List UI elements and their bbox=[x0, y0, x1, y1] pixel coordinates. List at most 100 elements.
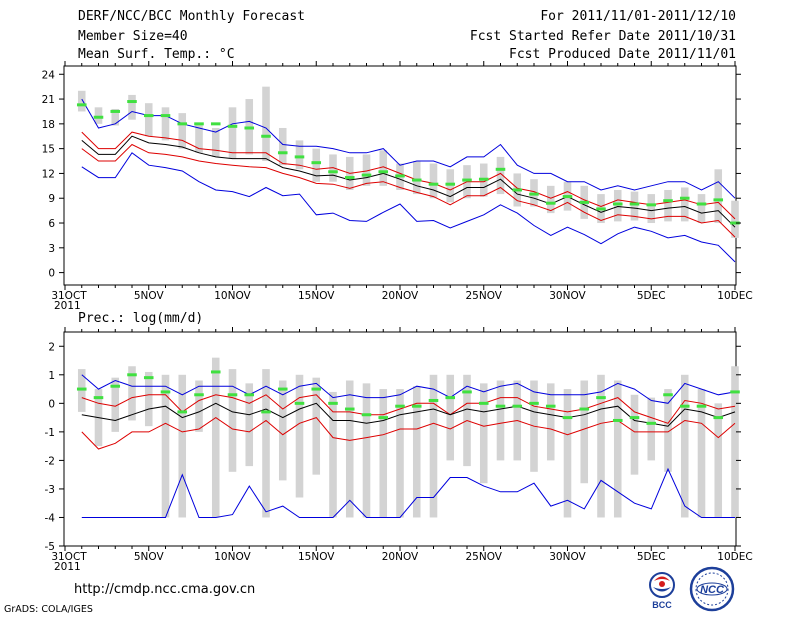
prec-line-ensemble-max bbox=[81, 374, 736, 404]
prec-spread-box bbox=[496, 380, 505, 461]
temp-spread-box bbox=[731, 200, 739, 238]
prec-spread-box bbox=[345, 380, 354, 518]
ncc-logo-text: NCC bbox=[700, 584, 725, 596]
temp-xtick-label: 30NOV bbox=[549, 290, 586, 302]
temp-spread-box bbox=[429, 163, 438, 199]
temp-ytick-label: 18 bbox=[42, 119, 55, 131]
prec-ytick-label: -2 bbox=[45, 455, 55, 467]
prec-spread-box bbox=[680, 374, 689, 518]
temp-spread-box bbox=[412, 161, 421, 195]
temp-xtick-label: 5DEC bbox=[637, 290, 666, 302]
prec-year-label: 2011 bbox=[54, 561, 81, 573]
prec-spread-box bbox=[278, 380, 287, 481]
temp-line-ensemble-mean bbox=[81, 135, 736, 228]
temp-spread-box bbox=[630, 191, 639, 221]
temp-spread-box bbox=[128, 94, 136, 120]
temp-spread-box bbox=[362, 154, 371, 186]
prec-spread-box bbox=[245, 383, 254, 467]
prec-ytick-label: -4 bbox=[45, 512, 56, 524]
prec-spread-box bbox=[178, 374, 187, 518]
temp-spread-box bbox=[714, 169, 723, 224]
fcst-started-date: Fcst Started Refer Date 2011/10/31 bbox=[469, 29, 736, 44]
temp-ytick-label: 0 bbox=[48, 268, 55, 280]
prec-xtick-label: 10NOV bbox=[214, 551, 251, 563]
prec-spread-box bbox=[446, 374, 455, 461]
prec-spread-box bbox=[613, 380, 622, 518]
prec-spread-box bbox=[362, 383, 371, 518]
temp-ytick-label: 3 bbox=[48, 243, 55, 255]
temp-spread-box bbox=[262, 86, 270, 162]
grads-credit: GrADS: COLA/IGES bbox=[4, 604, 93, 615]
prec-spread-box bbox=[379, 389, 388, 518]
chart-title: DERF/NCC/BCC Monthly Forecast bbox=[78, 9, 305, 24]
prec-spread-box bbox=[563, 389, 572, 518]
temp-ytick-label: 9 bbox=[48, 193, 55, 205]
prec-xtick-label: 5DEC bbox=[637, 551, 666, 563]
prec-ytick-label: -3 bbox=[45, 484, 55, 496]
forecast-period: For 2011/11/01-2011/12/10 bbox=[540, 9, 736, 24]
prec-spread-box bbox=[211, 357, 220, 518]
variable-label: Mean Surf. Temp.: °C bbox=[78, 47, 235, 62]
ncc-logo: NCC bbox=[689, 566, 735, 612]
prec-spread-box bbox=[412, 386, 421, 518]
temp-spread-box bbox=[144, 103, 153, 137]
temp-xtick-label: 25NOV bbox=[466, 290, 503, 302]
member-size-label: Member Size=40 bbox=[78, 29, 188, 44]
temp-spread-box bbox=[94, 107, 103, 124]
temp-spread-box bbox=[195, 123, 203, 153]
temp-xtick-label: 5NOV bbox=[134, 290, 165, 302]
temp-xtick-label: 31OCT bbox=[51, 290, 87, 302]
prec-spread-box bbox=[597, 374, 605, 518]
prec-xtick-label: 10DEC bbox=[717, 551, 752, 563]
temp-spread-box bbox=[664, 189, 672, 222]
source-url[interactable]: http://cmdp.ncc.cma.gov.cn bbox=[74, 582, 256, 597]
temp-spread-box bbox=[77, 90, 86, 112]
prec-spread-box bbox=[630, 394, 639, 475]
prec-ytick-label: 0 bbox=[48, 398, 55, 410]
prec-spread-box bbox=[664, 389, 672, 472]
temp-ytick-label: 15 bbox=[42, 144, 55, 156]
temp-spread-box bbox=[111, 108, 120, 126]
prec-line-ensemble-min bbox=[81, 467, 735, 518]
prec-spread-box bbox=[312, 377, 321, 475]
temp-ytick-label: 21 bbox=[42, 94, 55, 106]
prec-spread-box bbox=[329, 391, 337, 518]
prec-line-lower bbox=[81, 416, 736, 450]
temp-xtick-label: 15NOV bbox=[298, 290, 335, 302]
temp-ytick-label: 24 bbox=[42, 69, 56, 81]
prec-spread-box bbox=[580, 380, 589, 484]
prec-ytick-label: -1 bbox=[45, 427, 55, 439]
temp-line-ensemble-max bbox=[81, 98, 736, 199]
temp-line-lower bbox=[81, 143, 736, 238]
prec-spread-box bbox=[228, 369, 237, 472]
prec-spread-box bbox=[295, 374, 304, 498]
prec-spread-box bbox=[429, 374, 438, 518]
prec-xtick-label: 20NOV bbox=[382, 551, 419, 563]
bcc-logo: BCC bbox=[649, 572, 675, 610]
prec-spread-box bbox=[714, 403, 723, 518]
temp-spread-box bbox=[228, 107, 237, 159]
prec-spread-box bbox=[195, 380, 203, 432]
prec-spread-box bbox=[161, 374, 170, 518]
prec-ytick-label: -5 bbox=[45, 541, 55, 553]
temp-xtick-label: 20NOV bbox=[382, 290, 419, 302]
prec-spread-box bbox=[546, 383, 555, 461]
temp-spread-box bbox=[546, 185, 555, 214]
prec-line-ensemble-mean bbox=[81, 402, 736, 427]
temp-line-ensemble-min bbox=[81, 152, 736, 263]
prec-xtick-label: 31OCT bbox=[51, 551, 87, 563]
temp-xtick-label: 10DEC bbox=[717, 290, 752, 302]
temp-spread-box bbox=[178, 113, 187, 149]
temp-spread-box bbox=[496, 156, 505, 195]
temp-spread-box bbox=[697, 194, 706, 224]
prec-spread-box bbox=[731, 366, 739, 518]
prec-xtick-label: 30NOV bbox=[549, 551, 586, 563]
temp-ytick-label: 6 bbox=[48, 218, 55, 230]
bcc-logo-text: BCC bbox=[652, 600, 672, 610]
prec-panel-title: Prec.: log(mm/d) bbox=[78, 311, 203, 326]
prec-spread-box bbox=[111, 377, 120, 432]
prec-spread-box bbox=[697, 389, 706, 518]
temp-line-upper bbox=[81, 131, 736, 220]
prec-ytick-label: 1 bbox=[48, 370, 55, 382]
